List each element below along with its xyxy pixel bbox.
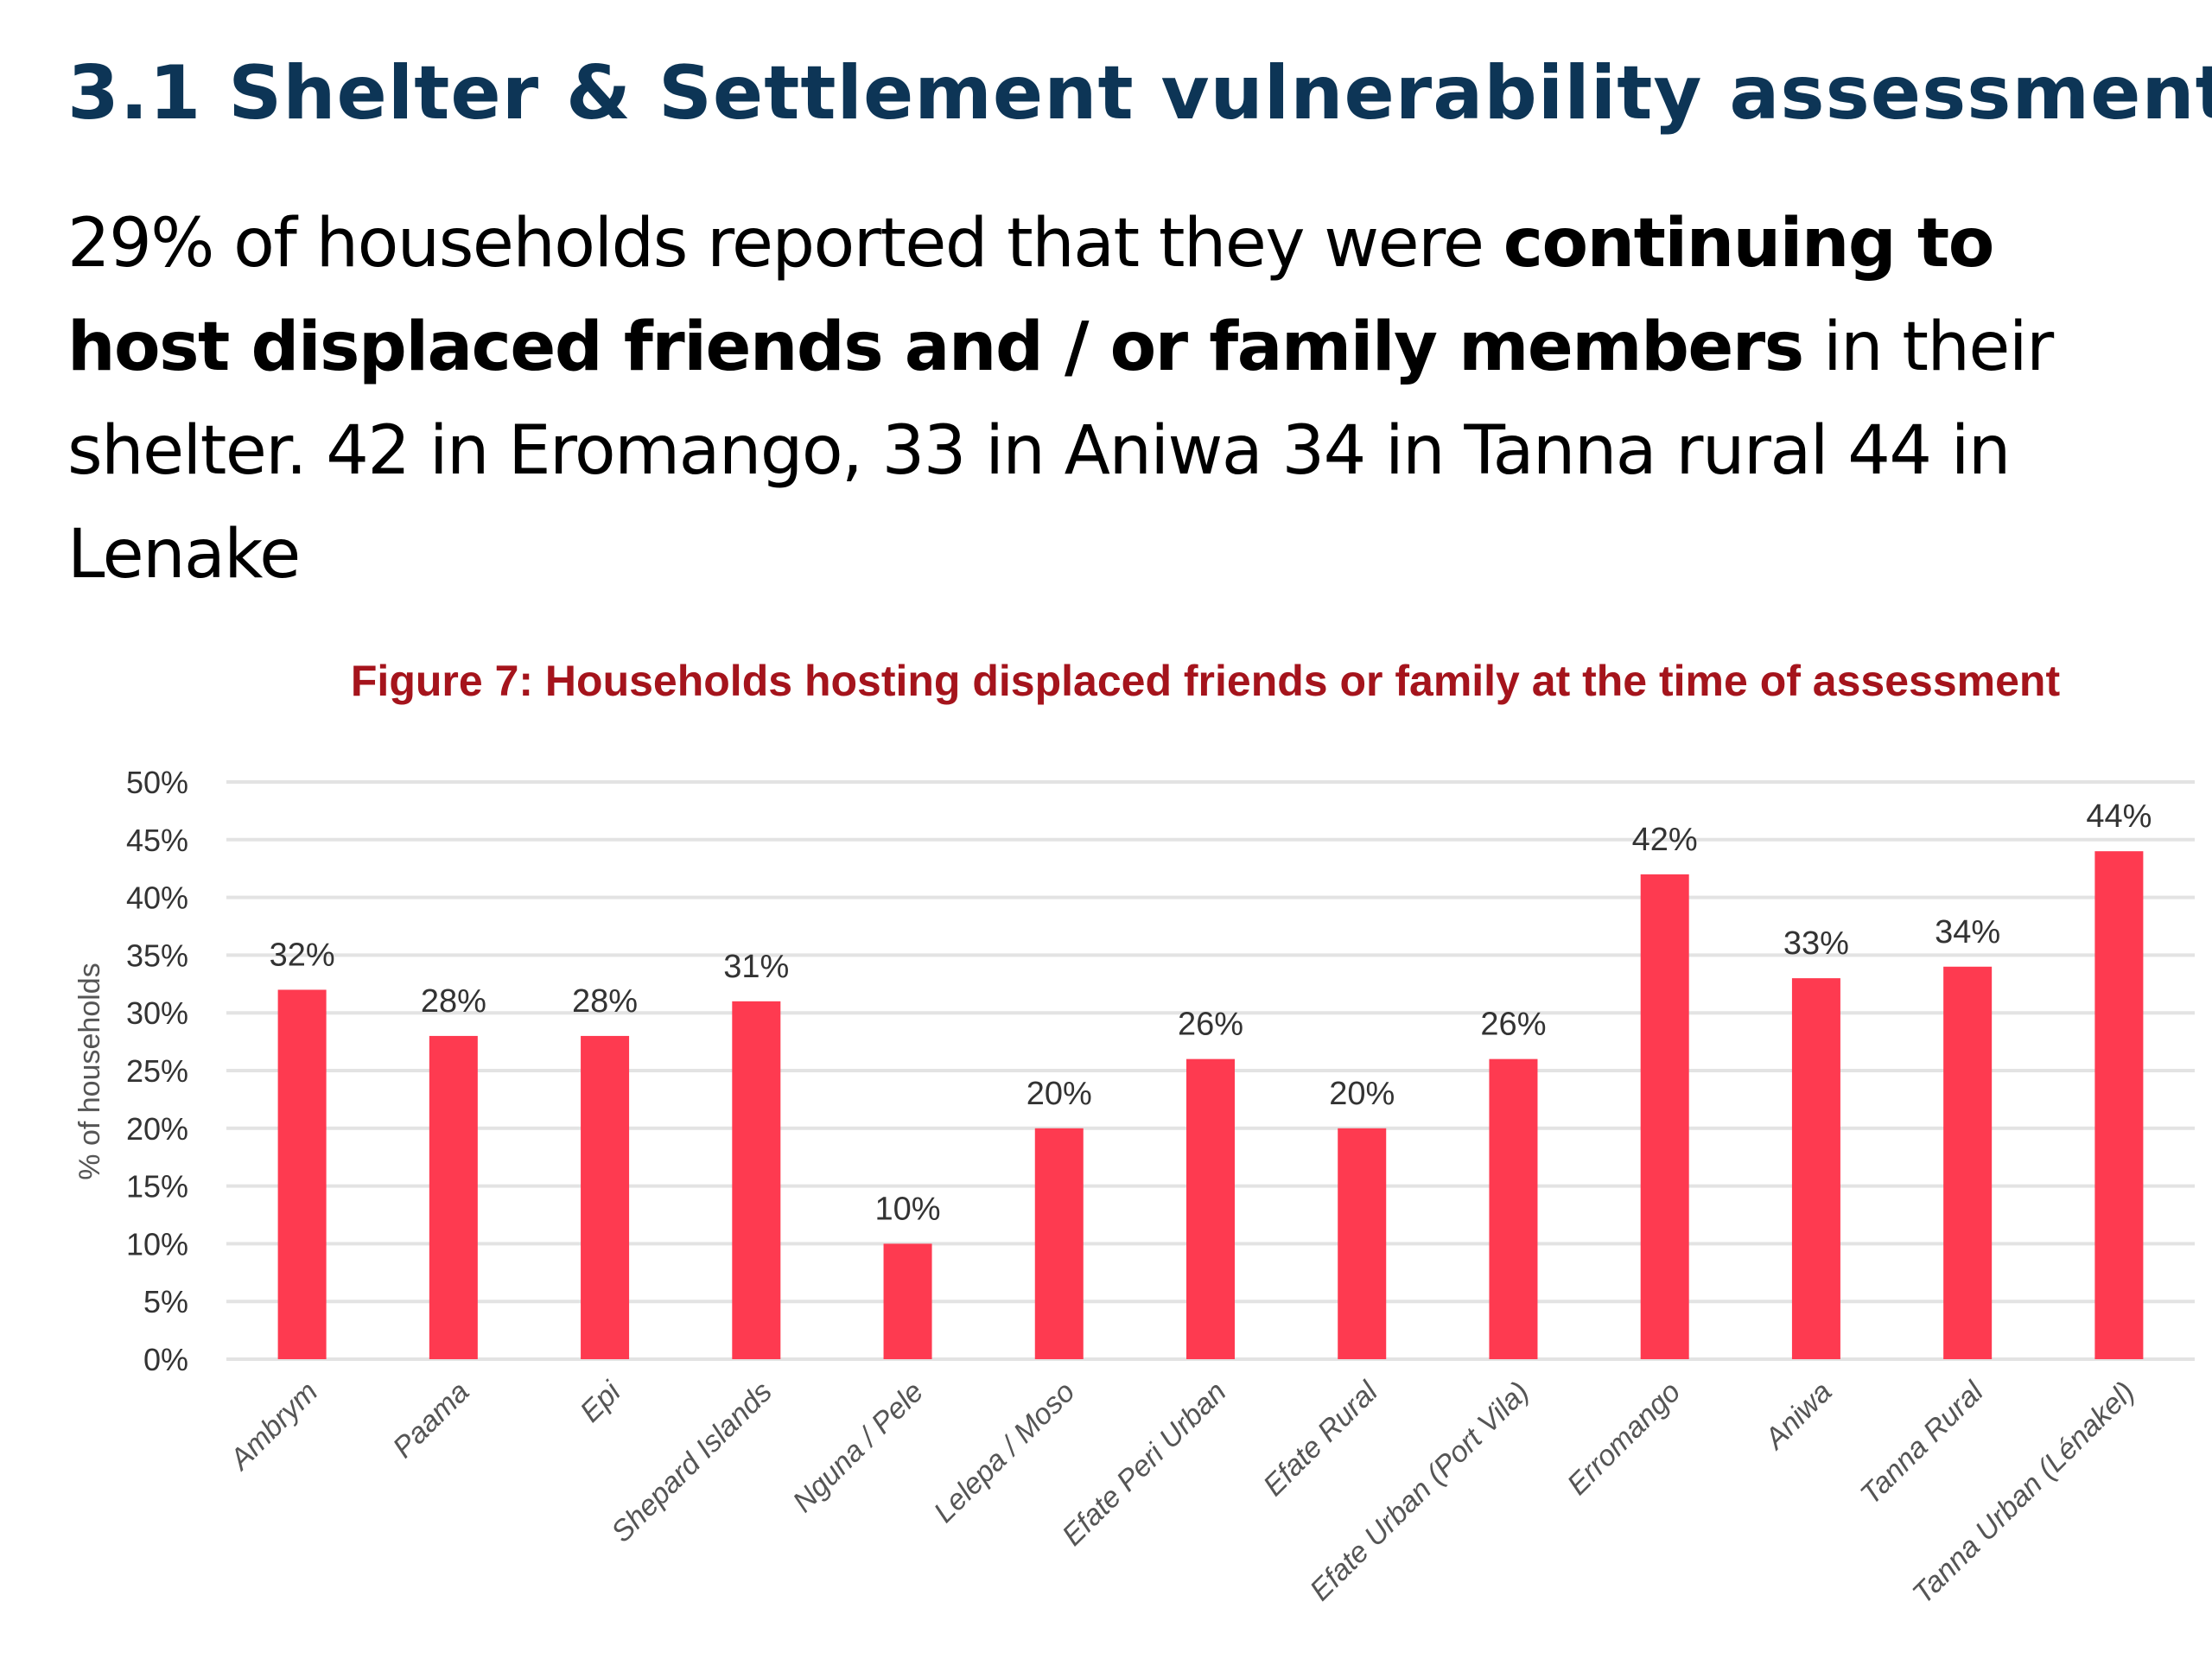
bar <box>1943 966 1993 1359</box>
y-tick-label: 5% <box>143 1284 188 1319</box>
y-tick-label: 20% <box>126 1111 188 1147</box>
x-tick-label: Aniwa <box>1758 1376 1839 1457</box>
data-label: 32% <box>270 937 335 973</box>
x-tick-label: Efate Rural <box>1257 1375 1385 1503</box>
data-label: 26% <box>1178 1007 1243 1043</box>
x-tick-label: Paama <box>386 1376 475 1465</box>
bar <box>1640 874 1689 1359</box>
summary-text-part2: in their shelter. 42 in Eromango, 33 in … <box>67 308 2054 594</box>
bars <box>277 851 2144 1359</box>
bar <box>1489 1058 1538 1359</box>
data-label: 34% <box>1935 914 2000 950</box>
x-tick-label: Efate Peri Urban <box>1056 1376 1233 1553</box>
bar <box>277 989 327 1359</box>
bar <box>732 1001 781 1359</box>
y-tick-label: 50% <box>126 765 188 800</box>
bar <box>581 1035 630 1359</box>
x-tick-label: Ambrym <box>222 1376 324 1478</box>
data-label: 20% <box>1329 1076 1395 1112</box>
slide-heading: 3.1 Shelter & Settlement vulnerability a… <box>67 50 2212 137</box>
data-label: 33% <box>1783 925 1849 962</box>
data-labels: 32% 28% 28% 31% 10% 20% 26% 20% 26% 42% 33% 34% 44% <box>270 798 2152 1227</box>
y-tick-label: 40% <box>126 880 188 916</box>
y-tick-label: 45% <box>126 823 188 858</box>
x-tick-label: Epi <box>574 1375 628 1429</box>
data-label: 10% <box>875 1191 941 1227</box>
y-tick-label: 15% <box>126 1169 188 1205</box>
bar <box>1338 1128 1387 1359</box>
summary-text-bold: continuing to host displaced friends and… <box>67 205 1994 386</box>
x-tick-label: Tanna Rural <box>1854 1375 1991 1511</box>
data-label: 26% <box>1480 1007 1546 1043</box>
data-label: 42% <box>1632 822 1698 858</box>
y-axis-label: % of households <box>73 963 106 1179</box>
figure-title: Figure 7: Households hosting displaced f… <box>351 657 2061 705</box>
data-label: 28% <box>572 983 638 1020</box>
summary-text-part1: 29% of households reported that they wer… <box>67 205 1503 283</box>
y-tick-label: 35% <box>126 938 188 973</box>
bar <box>1791 978 1840 1359</box>
data-label: 20% <box>1027 1076 1092 1112</box>
y-tick-label: 10% <box>126 1226 188 1262</box>
summary-paragraph: 29% of households reported that they wer… <box>67 192 2176 607</box>
y-tick-label: 30% <box>126 995 188 1031</box>
data-label: 28% <box>421 983 486 1020</box>
bar <box>2094 851 2144 1359</box>
x-tick-label: Nguna / Pele <box>786 1376 930 1519</box>
x-tick-label: Lelepa / Moso <box>928 1376 1082 1529</box>
x-tick-label: Shepard Islands <box>605 1376 779 1549</box>
data-label: 44% <box>2086 798 2152 835</box>
bar <box>1034 1128 1084 1359</box>
bar <box>429 1035 478 1359</box>
y-tick-label: 0% <box>143 1342 188 1377</box>
bar <box>883 1243 932 1359</box>
x-tick-label: Erromango <box>1561 1376 1688 1502</box>
y-axis-ticks: 0% 5% 10% 15% 20% 25% 30% 35% 40% 45% 50% <box>126 765 188 1377</box>
y-tick-label: 25% <box>126 1053 188 1089</box>
bar <box>1186 1058 1235 1359</box>
data-label: 31% <box>723 949 789 985</box>
